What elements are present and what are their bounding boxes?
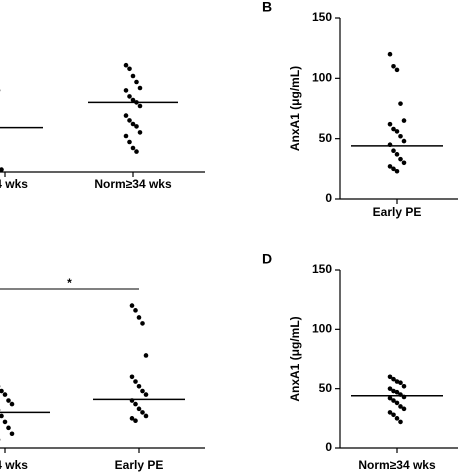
y-tick-label: 50 <box>319 381 333 395</box>
data-point <box>398 156 403 162</box>
panel-label: B <box>262 0 272 15</box>
x-tick-label: Norm≥34 wks <box>94 177 172 191</box>
data-point <box>0 388 4 394</box>
panel-label: D <box>262 251 272 267</box>
data-point <box>2 419 8 425</box>
y-tick-label: 100 <box>312 71 332 85</box>
data-point <box>134 124 139 129</box>
data-point <box>137 130 143 135</box>
data-point <box>401 138 407 144</box>
y-tick-label: 50 <box>319 131 333 145</box>
data-point <box>130 97 136 103</box>
data-point <box>391 412 396 418</box>
data-point <box>391 126 396 132</box>
data-point <box>129 374 135 380</box>
data-point <box>137 103 143 109</box>
x-tick-label: ≤34 wks <box>0 177 28 191</box>
data-point <box>391 148 396 154</box>
data-point <box>129 416 135 421</box>
data-point <box>394 67 400 73</box>
data-point <box>127 66 132 72</box>
data-point <box>136 383 142 389</box>
data-point <box>398 404 403 409</box>
data-point <box>130 121 136 127</box>
data-point <box>2 392 8 397</box>
data-point <box>398 380 403 386</box>
data-point <box>140 321 145 326</box>
data-point <box>143 413 149 419</box>
data-point <box>394 400 400 406</box>
data-point <box>394 168 400 174</box>
data-point <box>0 167 4 172</box>
data-point <box>391 388 396 394</box>
data-point <box>123 88 129 93</box>
data-point <box>140 388 145 394</box>
data-point <box>9 431 15 437</box>
data-point <box>398 133 403 139</box>
y-axis-label: AnxA1 (μg/mL) <box>288 316 302 401</box>
data-point <box>123 113 129 118</box>
data-point <box>6 398 11 403</box>
data-point <box>134 149 139 154</box>
data-point <box>123 133 129 139</box>
data-point <box>133 401 138 407</box>
data-point <box>136 406 142 412</box>
data-point <box>394 389 400 395</box>
data-point <box>398 101 403 106</box>
data-point <box>137 85 143 91</box>
data-point <box>387 121 393 127</box>
data-point <box>130 145 136 151</box>
data-point <box>387 374 393 380</box>
data-point <box>136 315 142 320</box>
data-point <box>398 419 403 425</box>
x-tick-label: Early PE <box>373 205 422 219</box>
data-point <box>391 166 396 172</box>
data-point <box>130 73 136 79</box>
data-point <box>394 129 400 134</box>
y-tick-label: 0 <box>325 440 332 454</box>
data-point <box>394 416 400 421</box>
y-tick-label: 150 <box>312 262 332 276</box>
data-point <box>6 425 11 431</box>
data-point <box>127 94 132 99</box>
data-point <box>394 379 400 384</box>
data-point <box>140 410 145 415</box>
data-point <box>127 139 132 145</box>
data-point <box>133 379 138 384</box>
data-point <box>391 63 396 69</box>
data-point <box>387 51 393 57</box>
significance-label: * <box>67 276 72 290</box>
data-point <box>401 118 407 123</box>
data-point <box>129 303 135 308</box>
data-point <box>387 386 393 391</box>
y-tick-label: 0 <box>325 191 332 205</box>
x-tick-label: ≤34 wks <box>0 458 28 472</box>
data-point <box>123 62 129 68</box>
data-point <box>387 395 393 401</box>
y-axis-label: AnxA1 (μg/mL) <box>288 66 302 151</box>
x-tick-label: Norm≥34 wks <box>358 458 436 472</box>
data-point <box>127 118 132 123</box>
data-point <box>401 406 407 412</box>
data-point <box>394 152 400 157</box>
data-point <box>387 164 393 169</box>
data-point <box>143 392 149 397</box>
data-point <box>133 418 138 424</box>
data-point <box>401 160 407 166</box>
data-point <box>387 410 393 415</box>
data-point <box>401 383 407 389</box>
data-point <box>143 353 149 358</box>
y-tick-label: 150 <box>312 10 332 24</box>
data-point <box>391 376 396 382</box>
data-point <box>0 413 4 419</box>
y-tick-label: 100 <box>312 322 332 336</box>
data-point <box>133 308 138 313</box>
data-point <box>391 398 396 403</box>
data-point <box>134 79 139 85</box>
x-tick-label: Early PE <box>115 458 164 472</box>
data-point <box>9 401 15 407</box>
